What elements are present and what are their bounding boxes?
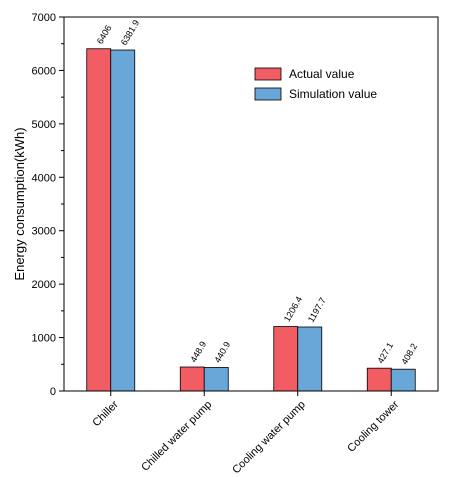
y-tick-label: 2000 — [32, 279, 56, 291]
legend-swatch — [254, 67, 282, 81]
bar-actual — [366, 367, 392, 392]
legend-swatch — [254, 87, 282, 101]
y-axis-label: Energy consumption(kWh) — [12, 127, 27, 280]
y-tick-label: 5000 — [32, 119, 56, 131]
y-tick-label: 0 — [50, 386, 56, 398]
data-label: 448.9 — [188, 340, 208, 365]
bar-simulation — [297, 326, 323, 392]
x-axis-ticks — [110, 391, 392, 396]
category-labels: Chiller Chilled water pump Cooling water p… — [90, 398, 401, 476]
y-tick-label: 7000 — [32, 12, 56, 24]
data-label: 427.1 — [375, 341, 395, 366]
bar-actual — [273, 326, 299, 392]
x-tick-label: Chiller — [90, 398, 121, 429]
data-label: 1197.7 — [306, 296, 328, 324]
legend-label: Actual value — [289, 67, 355, 81]
x-tick-label: Cooling tower — [345, 398, 401, 454]
bar-simulation — [390, 368, 416, 392]
data-label: 6381.9 — [119, 18, 141, 47]
y-axis-ticks: 0 1000 2000 3000 4000 5000 6000 7000 — [32, 12, 64, 398]
bar-actual — [179, 366, 205, 392]
bar-simulation — [110, 49, 136, 392]
bar-simulation — [203, 367, 229, 392]
x-tick-label: Cooling water pump — [230, 399, 308, 477]
bars — [86, 48, 416, 392]
legend: Actual value Simulation value — [254, 67, 377, 101]
y-tick-label: 1000 — [32, 333, 56, 345]
plot-frame — [63, 16, 439, 392]
y-tick-label: 4000 — [32, 172, 56, 184]
y-tick-label: 3000 — [32, 226, 56, 238]
y-tick-label: 6000 — [32, 65, 56, 77]
data-label: 440.9 — [212, 340, 232, 365]
x-tick-label: Chilled water pump — [139, 399, 214, 474]
data-label: 1206.4 — [282, 295, 304, 324]
data-label: 6406 — [95, 23, 114, 45]
bar-actual — [86, 48, 112, 392]
legend-label: Simulation value — [289, 87, 377, 101]
data-label: 408.2 — [399, 342, 419, 367]
